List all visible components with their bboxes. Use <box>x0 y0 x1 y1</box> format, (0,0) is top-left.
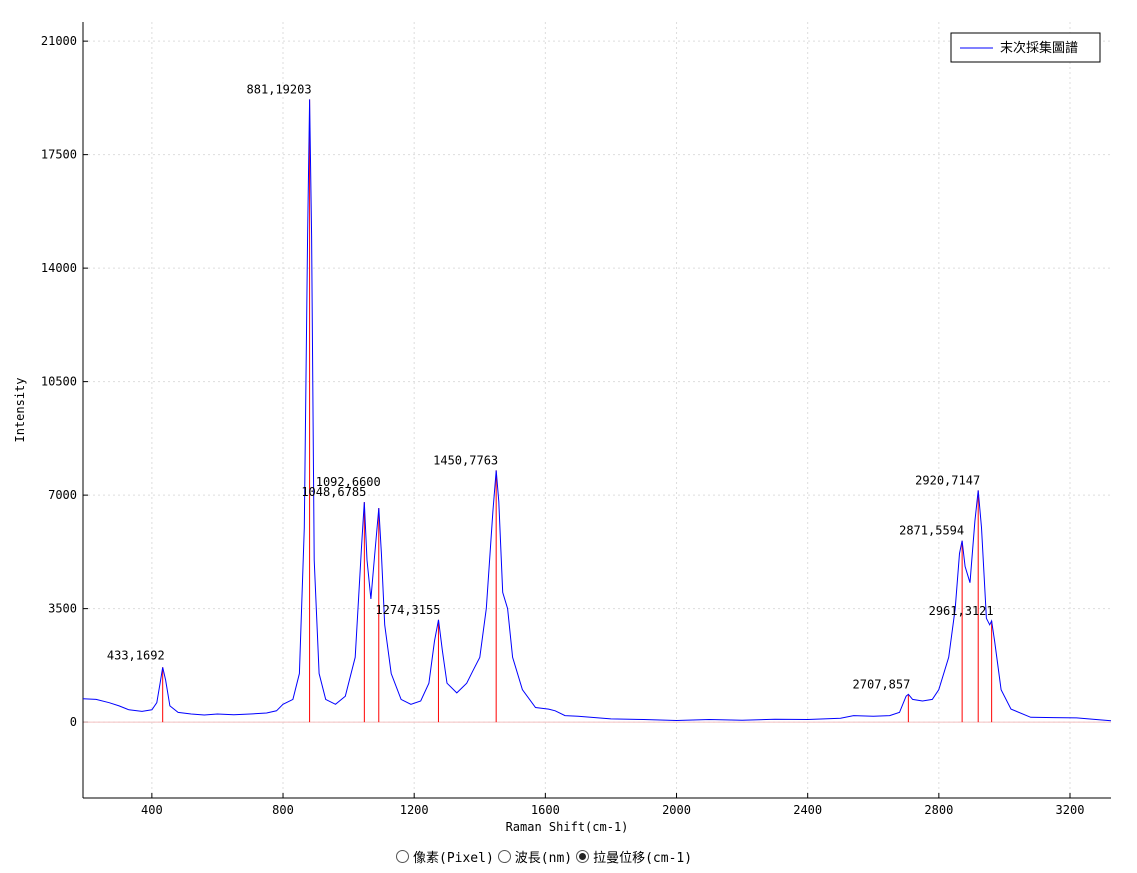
y-tick-label: 14000 <box>41 261 77 275</box>
radio-group: 像素(Pixel) 波長(nm) 拉曼位移(cm-1) <box>396 847 692 866</box>
peak-label: 1048,6785 <box>301 485 366 499</box>
x-tick-label: 3200 <box>1056 803 1085 817</box>
y-tick-label: 0 <box>70 715 77 729</box>
radio-button[interactable] <box>497 850 511 863</box>
peak-label: 1092,6600 <box>316 475 381 489</box>
peak-label: 1274,3155 <box>375 603 440 617</box>
radio-option[interactable]: 像素(Pixel) <box>396 847 494 866</box>
peak-label: 881,19203 <box>247 82 312 96</box>
legend-label: 末次採集圖譜 <box>1000 40 1078 56</box>
radio-button[interactable] <box>396 850 409 863</box>
peak-label: 1450,7763 <box>433 453 498 467</box>
x-tick-label: 400 <box>141 803 163 817</box>
spectrum-line <box>82 99 1112 722</box>
x-tick-label: 1600 <box>531 803 560 817</box>
radio-label: 拉曼位移(cm-1) <box>593 851 693 866</box>
radio-button[interactable] <box>576 850 590 863</box>
y-tick-label: 17500 <box>41 148 77 162</box>
chart: Raman Shift(cm-1) Intensity 0 3500 7000 105… <box>13 22 1112 834</box>
peak-label: 2920,7147 <box>915 473 980 487</box>
x-tick-label: 1200 <box>400 803 429 817</box>
peak-label: 2961,3121 <box>929 604 994 618</box>
x-tick-label: 2400 <box>793 803 822 817</box>
peak-label: 2871,5594 <box>899 524 964 538</box>
radio-label: 波長(nm) <box>514 851 573 866</box>
radio-label: 像素(Pixel) <box>413 851 494 866</box>
peak-label: 433,1692 <box>107 648 165 662</box>
y-axis-label: Intensity <box>13 377 27 442</box>
y-tick-label: 10500 <box>41 375 77 389</box>
y-tick-label: 21000 <box>41 34 77 48</box>
peak-label: 2707,857 <box>853 677 911 691</box>
x-axis-label: Raman Shift(cm-1) <box>506 820 629 834</box>
radio-option[interactable]: 波長(nm) <box>497 847 573 866</box>
x-tick-label: 2800 <box>924 803 953 817</box>
x-tick-label: 800 <box>272 803 294 817</box>
x-tick-label: 2000 <box>662 803 691 817</box>
radio-option[interactable]: 拉曼位移(cm-1) <box>576 847 692 866</box>
y-tick-label: 3500 <box>48 602 77 616</box>
y-tick-label: 7000 <box>48 488 77 502</box>
